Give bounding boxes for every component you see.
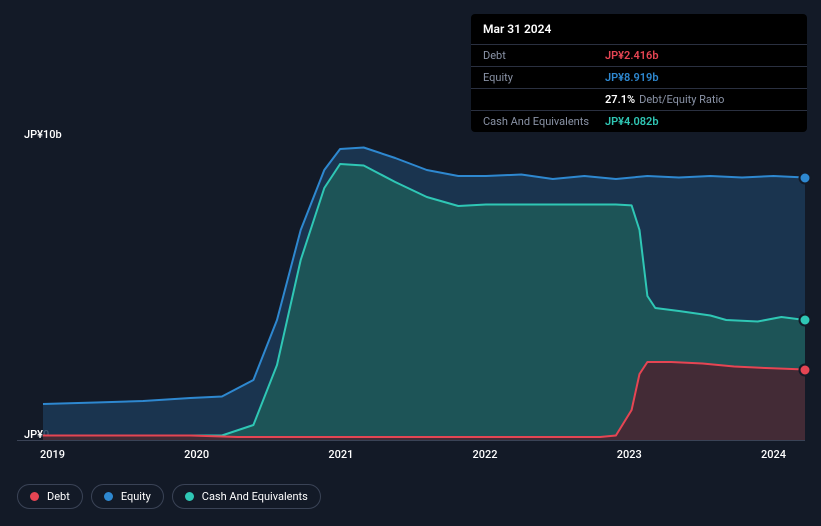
equity-end-marker[interactable]	[799, 171, 812, 184]
chart-baseline	[17, 440, 805, 441]
tooltip-row: Cash And EquivalentsJP¥4.082b	[471, 111, 807, 132]
x-tick: 2023	[617, 448, 642, 461]
legend-item-cash-and-equivalents[interactable]: Cash And Equivalents	[172, 484, 321, 509]
x-tick: 2021	[328, 448, 353, 461]
legend-item-debt[interactable]: Debt	[17, 484, 83, 509]
tooltip-row-label: Equity	[483, 71, 605, 84]
x-tick: 2024	[761, 448, 786, 461]
tooltip-row-value: JP¥4.082b	[605, 115, 659, 128]
debt-end-marker[interactable]	[799, 363, 812, 376]
tooltip-row: EquityJP¥8.919b	[471, 67, 807, 89]
tooltip-box: Mar 31 2024 DebtJP¥2.416bEquityJP¥8.919b…	[471, 14, 807, 132]
legend-dot-icon	[104, 492, 113, 501]
legend-item-equity[interactable]: Equity	[91, 484, 164, 509]
tooltip-row-suffix: Debt/Equity Ratio	[639, 93, 724, 106]
legend-dot-icon	[30, 492, 39, 501]
x-tick: 2020	[184, 448, 209, 461]
cash-end-marker[interactable]	[799, 314, 812, 327]
x-tick: 2019	[40, 448, 65, 461]
legend-dot-icon	[185, 492, 194, 501]
tooltip-row-value: 27.1%	[605, 93, 635, 106]
tooltip-row-label: Debt	[483, 49, 605, 62]
plot-area[interactable]	[17, 140, 805, 440]
tooltip-row-label: Cash And Equivalents	[483, 115, 605, 128]
legend-label: Cash And Equivalents	[202, 490, 308, 503]
tooltip-row: 27.1% Debt/Equity Ratio	[471, 89, 807, 111]
x-axis: 2019 2020 2021 2022 2023 2024	[17, 448, 805, 464]
tooltip-row-value: JP¥8.919b	[605, 71, 659, 84]
tooltip-row: DebtJP¥2.416b	[471, 45, 807, 67]
chart-container: Mar 31 2024 DebtJP¥2.416bEquityJP¥8.919b…	[0, 0, 821, 526]
legend-label: Debt	[47, 490, 70, 503]
tooltip-row-value: JP¥2.416b	[605, 49, 659, 62]
legend: Debt Equity Cash And Equivalents	[17, 484, 321, 509]
tooltip-date: Mar 31 2024	[471, 14, 807, 45]
x-tick: 2022	[473, 448, 498, 461]
legend-label: Equity	[121, 490, 151, 503]
